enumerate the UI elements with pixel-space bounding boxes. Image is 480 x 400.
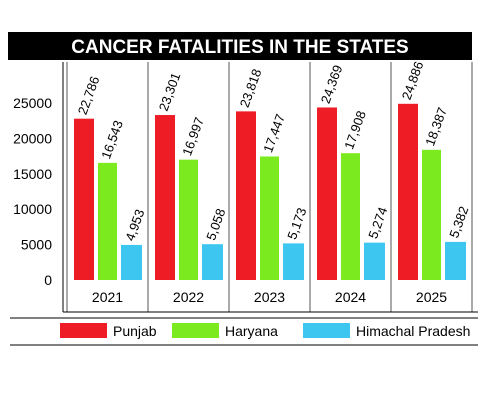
data-label: 18,387 bbox=[422, 105, 450, 147]
y-tick-label: 20000 bbox=[13, 130, 52, 146]
bar bbox=[317, 107, 337, 280]
chart-title: CANCER FATALITIES IN THE STATES bbox=[71, 37, 408, 58]
plot-frame bbox=[62, 62, 478, 313]
legend-swatch bbox=[172, 323, 219, 338]
bar bbox=[74, 118, 94, 281]
y-axis-ticks: 25000 20000 15000 10000 5000 0 bbox=[13, 95, 52, 288]
data-label: 5,058 bbox=[203, 207, 228, 243]
x-category-label: 2023 bbox=[254, 289, 285, 305]
bar bbox=[202, 244, 223, 280]
legend-label: Haryana bbox=[225, 323, 278, 339]
data-label: 16,997 bbox=[179, 115, 207, 157]
data-label: 24,369 bbox=[318, 63, 346, 105]
x-axis-categories: 2021 2022 2023 2024 2025 bbox=[92, 289, 447, 305]
bar bbox=[364, 242, 385, 280]
bar bbox=[341, 153, 360, 280]
data-label: 22,786 bbox=[75, 74, 103, 116]
x-category-label: 2021 bbox=[92, 289, 123, 305]
bar bbox=[121, 244, 142, 280]
bar bbox=[179, 159, 198, 280]
legend-swatch bbox=[60, 323, 107, 338]
data-label: 5,382 bbox=[446, 204, 471, 240]
bar bbox=[398, 103, 418, 280]
data-label: 4,953 bbox=[122, 207, 147, 243]
bar bbox=[422, 149, 441, 280]
data-label: 17,908 bbox=[341, 109, 369, 151]
bar bbox=[236, 111, 256, 280]
x-category-label: 2024 bbox=[335, 289, 366, 305]
legend-label: Punjab bbox=[113, 323, 157, 339]
data-label: 17,447 bbox=[260, 112, 288, 154]
x-category-label: 2022 bbox=[173, 289, 204, 305]
data-label: 24,886 bbox=[399, 59, 427, 101]
data-label: 23,818 bbox=[237, 67, 265, 109]
title-banner bbox=[8, 32, 472, 60]
y-tick-label: 0 bbox=[44, 272, 52, 288]
y-tick-label: 15000 bbox=[13, 166, 52, 182]
data-label: 5,173 bbox=[284, 206, 309, 242]
bar bbox=[283, 243, 304, 280]
bar bbox=[260, 156, 279, 280]
bar bbox=[155, 115, 175, 280]
bar bbox=[98, 162, 117, 280]
legend: Punjab Haryana Himachal Pradesh bbox=[10, 317, 478, 346]
y-tick-label: 10000 bbox=[13, 201, 52, 217]
data-label: 16,543 bbox=[98, 118, 126, 160]
y-tick-label: 5000 bbox=[21, 237, 52, 253]
legend-swatch bbox=[303, 323, 350, 338]
data-label: 5,274 bbox=[365, 205, 390, 241]
bars bbox=[74, 103, 466, 281]
legend-label: Himachal Pradesh bbox=[356, 323, 470, 339]
bar bbox=[445, 241, 466, 280]
data-label: 23,301 bbox=[156, 71, 184, 113]
x-category-label: 2025 bbox=[416, 289, 447, 305]
y-tick-label: 25000 bbox=[13, 95, 52, 111]
